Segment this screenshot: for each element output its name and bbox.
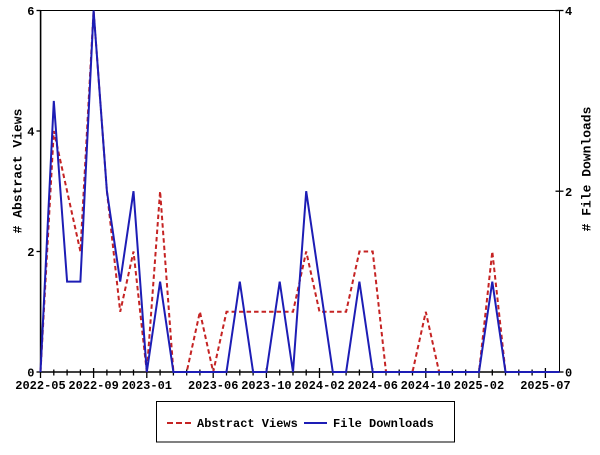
- svg-text:Abstract Views: Abstract Views: [197, 417, 298, 431]
- svg-text:2025-02: 2025-02: [454, 379, 504, 393]
- svg-text:File Downloads: File Downloads: [333, 417, 434, 431]
- svg-text:2025-07: 2025-07: [520, 379, 570, 393]
- svg-text:2022-09: 2022-09: [68, 379, 118, 393]
- svg-text:2023-10: 2023-10: [241, 379, 291, 393]
- svg-text:2022-05: 2022-05: [15, 379, 65, 393]
- svg-text:0: 0: [565, 367, 572, 381]
- svg-text:# Abstract Views: # Abstract Views: [11, 108, 26, 233]
- svg-text:4: 4: [565, 5, 572, 19]
- svg-text:2023-06: 2023-06: [188, 379, 238, 393]
- svg-text:6: 6: [27, 5, 34, 19]
- svg-text:2024-10: 2024-10: [401, 379, 451, 393]
- svg-text:2024-06: 2024-06: [347, 379, 397, 393]
- svg-text:2: 2: [565, 186, 572, 200]
- svg-text:# File Downloads: # File Downloads: [580, 106, 595, 231]
- svg-text:4: 4: [27, 126, 34, 140]
- svg-text:2: 2: [27, 246, 34, 260]
- svg-text:2023-01: 2023-01: [122, 379, 172, 393]
- svg-text:2024-02: 2024-02: [294, 379, 344, 393]
- svg-text:0: 0: [27, 367, 34, 381]
